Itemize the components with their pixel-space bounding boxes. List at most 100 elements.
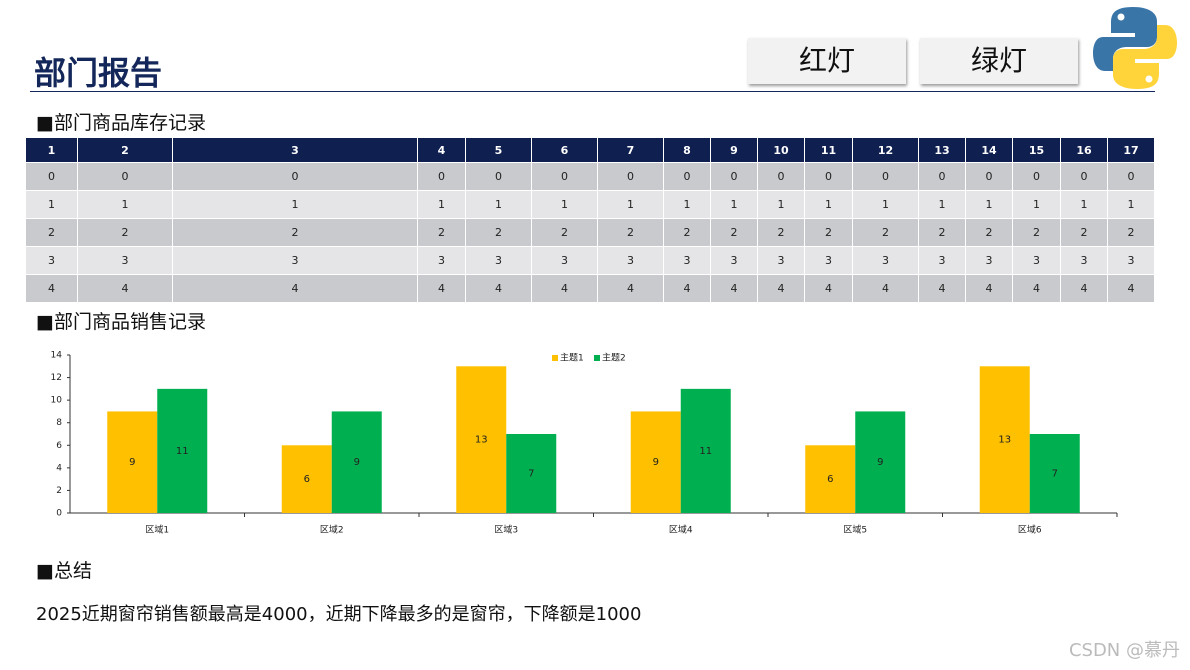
data-label: 13 (475, 435, 488, 446)
table-cell: 1 (77, 190, 173, 219)
table-cell: 3 (710, 246, 758, 275)
table-cell: 0 (172, 162, 418, 191)
table-cell: 1 (417, 190, 466, 219)
column-header: 15 (1012, 137, 1061, 163)
table-cell: 2 (852, 218, 919, 247)
table-cell: 4 (172, 274, 418, 303)
summary-title: ■总结 (36, 560, 92, 582)
x-tick-label: 区域3 (494, 524, 518, 536)
table-cell: 1 (1012, 190, 1061, 219)
column-header: 13 (918, 137, 966, 163)
table-cell: 1 (465, 190, 532, 219)
x-tick-label: 区域4 (669, 524, 693, 536)
table-cell: 4 (710, 274, 758, 303)
table-cell: 4 (597, 274, 664, 303)
y-tick-label: 12 (51, 373, 62, 383)
x-tick-label: 区域6 (1018, 524, 1042, 536)
bar (855, 411, 906, 513)
data-label: 13 (998, 435, 1011, 446)
table-cell: 1 (757, 190, 805, 219)
table-cell: 0 (25, 162, 78, 191)
table-cell: 0 (77, 162, 173, 191)
table-cell: 1 (663, 190, 711, 219)
table-cell: 0 (465, 162, 532, 191)
table-cell: 0 (852, 162, 919, 191)
table-cell: 0 (757, 162, 805, 191)
bar (805, 445, 856, 513)
bar (331, 411, 382, 513)
column-header: 10 (757, 137, 805, 163)
table-cell: 3 (1012, 246, 1061, 275)
table-cell: 2 (663, 218, 711, 247)
y-tick-label: 0 (56, 509, 62, 519)
column-header: 16 (1060, 137, 1108, 163)
table-cell: 1 (804, 190, 853, 219)
table-cell: 0 (597, 162, 664, 191)
data-label: 9 (129, 457, 135, 468)
table-cell: 0 (663, 162, 711, 191)
legend-swatch (594, 355, 600, 361)
table-cell: 1 (172, 190, 418, 219)
table-cell: 1 (531, 190, 598, 219)
table-cell: 4 (918, 274, 966, 303)
table-cell: 2 (965, 218, 1013, 247)
table-cell: 2 (77, 218, 173, 247)
table-cell: 1 (710, 190, 758, 219)
bar (107, 411, 158, 513)
column-header: 1 (25, 137, 78, 163)
table-cell: 2 (1012, 218, 1061, 247)
table-cell: 1 (597, 190, 664, 219)
table-cell: 2 (597, 218, 664, 247)
bar (456, 366, 507, 513)
column-header: 7 (597, 137, 664, 163)
table-cell: 4 (757, 274, 805, 303)
python-logo (1093, 7, 1177, 89)
table-cell: 4 (965, 274, 1013, 303)
table-cell: 1 (965, 190, 1013, 219)
table-cell: 4 (417, 274, 466, 303)
table-cell: 3 (965, 246, 1013, 275)
data-label: 9 (653, 457, 659, 468)
bar (630, 411, 681, 513)
table-cell: 0 (918, 162, 966, 191)
table-cell: 0 (804, 162, 853, 191)
sales-title: ■部门商品销售记录 (36, 311, 206, 333)
column-header: 8 (663, 137, 711, 163)
x-tick-label: 区域1 (145, 524, 169, 536)
table-cell: 3 (77, 246, 173, 275)
table-cell: 3 (1107, 246, 1155, 275)
table-cell: 3 (417, 246, 466, 275)
y-tick-label: 10 (51, 396, 63, 406)
bar (281, 445, 332, 513)
column-header: 5 (465, 137, 532, 163)
table-cell: 3 (25, 246, 78, 275)
red-light-button[interactable]: 红灯 (748, 38, 906, 84)
y-tick-label: 6 (56, 441, 62, 451)
bar (506, 434, 557, 513)
data-label: 7 (1052, 469, 1058, 480)
table-cell: 0 (1012, 162, 1061, 191)
table-cell: 3 (918, 246, 966, 275)
table-cell: 2 (1107, 218, 1155, 247)
y-tick-label: 4 (56, 463, 62, 473)
column-header: 14 (965, 137, 1013, 163)
column-header: 6 (531, 137, 598, 163)
table-cell: 3 (597, 246, 664, 275)
table-cell: 3 (663, 246, 711, 275)
column-header: 11 (804, 137, 853, 163)
page-title: 部门报告 (34, 54, 163, 92)
table-cell: 2 (531, 218, 598, 247)
table-cell: 4 (465, 274, 532, 303)
table-cell: 0 (1060, 162, 1108, 191)
table-cell: 4 (663, 274, 711, 303)
table-cell: 2 (710, 218, 758, 247)
table-cell: 4 (852, 274, 919, 303)
table-cell: 3 (172, 246, 418, 275)
column-header: 2 (77, 137, 173, 163)
table-cell: 2 (1060, 218, 1108, 247)
green-light-button[interactable]: 绿灯 (920, 38, 1078, 84)
bar (1029, 434, 1080, 513)
legend-swatch (552, 355, 558, 361)
